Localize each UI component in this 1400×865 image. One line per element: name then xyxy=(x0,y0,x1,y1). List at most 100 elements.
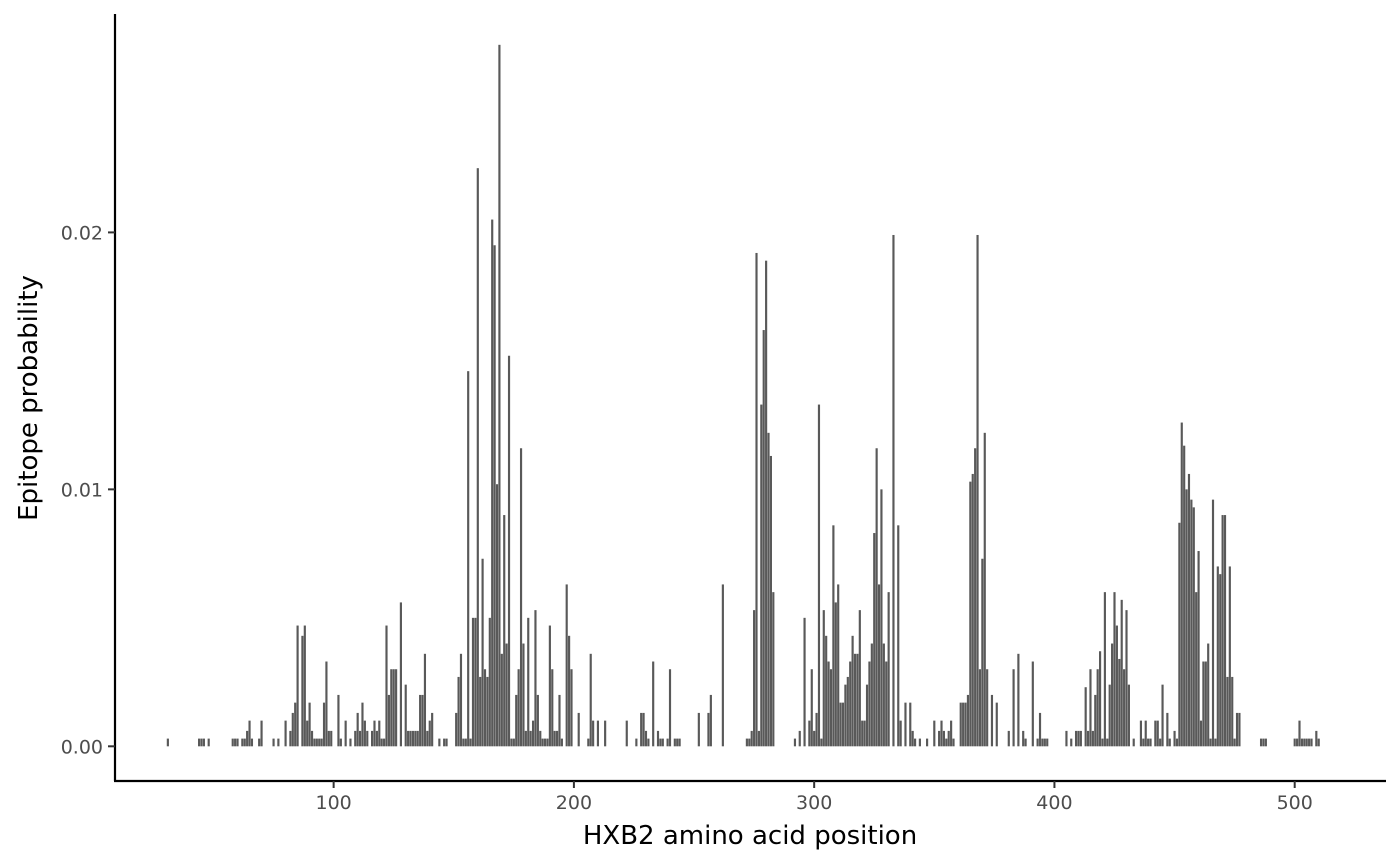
x-tick-label: 200 xyxy=(556,792,592,814)
bar-pos-120 xyxy=(380,738,383,747)
bar-pos-393 xyxy=(1036,738,1039,747)
bar-pos-153 xyxy=(459,653,463,747)
bar-pos-44 xyxy=(198,738,201,747)
bar-pos-322 xyxy=(865,684,869,747)
bar-pos-350 xyxy=(933,720,936,747)
bar-pos-358 xyxy=(952,738,955,747)
bar-pos-275 xyxy=(753,610,756,747)
bar-pos-189 xyxy=(546,738,549,747)
bar-pos-363 xyxy=(964,702,967,747)
bar-pos-161 xyxy=(479,676,482,747)
bar-pos-503 xyxy=(1300,738,1303,747)
bar-pos-239 xyxy=(666,738,669,747)
bar-pos-413 xyxy=(1084,687,1087,747)
bar-pos-90 xyxy=(308,702,311,747)
bar-pos-98 xyxy=(327,730,330,747)
bar-pos-506 xyxy=(1308,738,1311,747)
bar-pos-91 xyxy=(310,730,314,747)
bar-pos-303 xyxy=(820,738,823,747)
bar-pos-309 xyxy=(834,602,837,747)
bar-pos-177 xyxy=(517,669,520,747)
bar-pos-171 xyxy=(503,515,506,747)
bar-pos-440 xyxy=(1149,738,1152,747)
bar-pos-507 xyxy=(1310,738,1313,747)
bar-pos-243 xyxy=(676,738,679,747)
bar-pos-130 xyxy=(404,684,407,747)
bar-pos-364 xyxy=(966,694,970,747)
bar-pos-328 xyxy=(880,489,883,747)
bar-pos-280 xyxy=(765,260,768,747)
bar-pos-256 xyxy=(707,712,710,747)
bar-pos-338 xyxy=(904,702,907,747)
bar-pos-92 xyxy=(313,738,316,747)
bar-pos-202 xyxy=(577,712,580,747)
bar-pos-230 xyxy=(644,730,648,747)
bar-pos-31 xyxy=(166,738,169,747)
bar-pos-313 xyxy=(844,684,847,747)
bar-pos-240 xyxy=(668,669,672,747)
bar-pos-182 xyxy=(529,730,532,747)
bar-pos-169 xyxy=(498,44,501,747)
bar-pos-165 xyxy=(488,617,491,747)
bar-pos-477 xyxy=(1238,712,1241,747)
bar-pos-146 xyxy=(443,738,446,747)
bar-pos-277 xyxy=(757,730,760,747)
bar-pos-103 xyxy=(339,738,342,747)
bar-pos-102 xyxy=(337,694,340,747)
bar-pos-459 xyxy=(1195,592,1198,747)
bar-pos-141 xyxy=(431,712,434,747)
bar-pos-436 xyxy=(1139,720,1143,747)
bar-pos-417 xyxy=(1094,694,1097,747)
bar-pos-318 xyxy=(856,653,859,747)
bar-pos-475 xyxy=(1233,738,1236,747)
bar-pos-123 xyxy=(387,694,390,747)
bar-pos-423 xyxy=(1108,684,1111,747)
bar-pos-357 xyxy=(950,720,953,747)
bar-pos-131 xyxy=(407,730,410,747)
bar-pos-281 xyxy=(767,432,770,747)
bar-pos-176 xyxy=(515,694,518,747)
bar-pos-48 xyxy=(207,738,210,747)
bar-pos-144 xyxy=(438,738,441,747)
bar-pos-158 xyxy=(471,617,475,747)
bar-pos-172 xyxy=(505,643,508,747)
bar-pos-396 xyxy=(1043,738,1046,747)
bar-pos-307 xyxy=(829,669,833,747)
bar-pos-180 xyxy=(524,730,527,747)
bar-pos-88 xyxy=(303,625,306,747)
bar-pos-465 xyxy=(1209,738,1212,747)
bar-pos-445 xyxy=(1161,684,1164,747)
bar-pos-121 xyxy=(383,738,386,747)
bar-pos-159 xyxy=(474,617,477,747)
bar-pos-83 xyxy=(291,712,294,747)
bar-pos-96 xyxy=(322,702,326,747)
bar-pos-415 xyxy=(1089,669,1092,747)
bar-pos-110 xyxy=(356,712,359,747)
bar-pos-429 xyxy=(1123,669,1126,747)
bar-pos-312 xyxy=(841,702,845,747)
y-ticks-group: 0.00 0.01 0.02 xyxy=(61,222,115,758)
bar-pos-466 xyxy=(1211,499,1215,747)
bar-pos-304 xyxy=(822,610,825,747)
bar-pos-367 xyxy=(974,448,977,747)
x-axis-title: HXB2 amino acid position xyxy=(583,821,917,851)
bar-pos-305 xyxy=(825,635,828,747)
bar-pos-206 xyxy=(587,738,590,747)
bar-pos-173 xyxy=(507,355,511,747)
bar-pos-299 xyxy=(810,669,813,747)
bar-pos-410 xyxy=(1077,730,1080,747)
y-axis-title: Epitope probability xyxy=(14,275,44,521)
bar-pos-138 xyxy=(423,653,427,747)
bar-pos-84 xyxy=(294,702,297,747)
bar-pos-181 xyxy=(527,617,530,747)
bar-pos-487 xyxy=(1262,738,1265,747)
bar-pos-114 xyxy=(366,730,369,747)
y-tick-label: 0.02 xyxy=(61,222,103,244)
bar-pos-437 xyxy=(1142,738,1145,747)
bar-pos-323 xyxy=(868,661,871,747)
bar-pos-69 xyxy=(258,738,261,747)
bar-pos-409 xyxy=(1074,730,1078,747)
bar-pos-325 xyxy=(873,533,876,747)
bar-pos-315 xyxy=(849,661,852,747)
bar-pos-107 xyxy=(349,738,352,747)
